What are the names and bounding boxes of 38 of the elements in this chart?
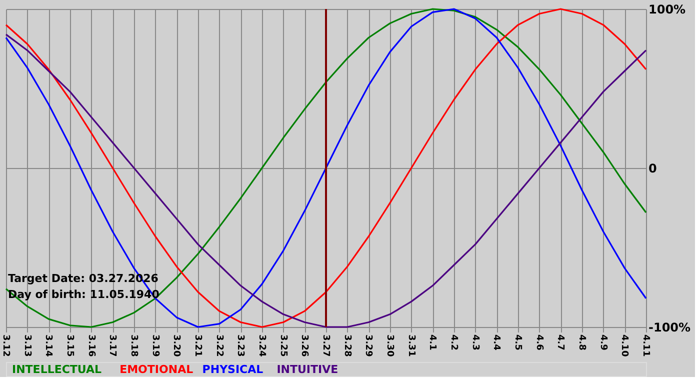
x-tick-label: 4.8: [576, 334, 586, 350]
x-tick-label: 3.27: [320, 334, 330, 357]
x-tick-label: 3.14: [43, 334, 54, 357]
x-tick-label: 3.29: [363, 334, 374, 357]
x-tick-label: 3.13: [22, 334, 32, 357]
text: PHYSICAL: [202, 363, 264, 376]
text: EMOTIONAL: [120, 363, 194, 376]
x-tick-label: 3.15: [64, 334, 74, 357]
x-tick-label: 3.24: [256, 334, 266, 357]
x-tick-label: 3.30: [384, 334, 394, 357]
x-tick-label: 4.2: [448, 334, 458, 350]
x-tick-label: 3.17: [107, 334, 118, 357]
x-tick-label: 4.5: [512, 334, 522, 350]
x-tick-label: 3.22: [214, 334, 224, 357]
text: INTELLECTUAL: [12, 363, 102, 376]
text: INTUITIVE: [276, 363, 338, 376]
x-tick-label: 3.31: [406, 334, 416, 357]
x-tick-label: 4.1: [427, 334, 438, 350]
x-tick-label: 4.11: [640, 334, 650, 357]
x-tick-label: 3.16: [86, 334, 96, 357]
y-tick-label: -100%: [648, 320, 691, 334]
y-tick-label: 100%: [648, 2, 686, 16]
x-tick-label: 4.7: [555, 334, 566, 350]
x-tick-label: 3.26: [299, 334, 310, 357]
x-tick-label: 3.20: [171, 334, 182, 357]
x-tick-label: 3.18: [128, 334, 138, 357]
x-tick-label: 4.9: [598, 334, 608, 350]
x-tick-label: 4.6: [534, 334, 544, 350]
x-tick-label: 4.10: [619, 334, 630, 357]
x-tick-label: 3.28: [342, 334, 352, 357]
x-tick-label: 3.25: [278, 334, 288, 357]
x-tick-label: 3.12: [0, 334, 10, 357]
x-tick-label: 3.21: [192, 334, 202, 357]
x-tick-label: 3.23: [235, 334, 246, 357]
x-tick-label: 3.19: [150, 334, 160, 357]
x-tick-label: 4.4: [491, 334, 502, 350]
x-tick-label: 4.3: [470, 334, 480, 350]
y-tick-label: 0: [648, 162, 657, 176]
